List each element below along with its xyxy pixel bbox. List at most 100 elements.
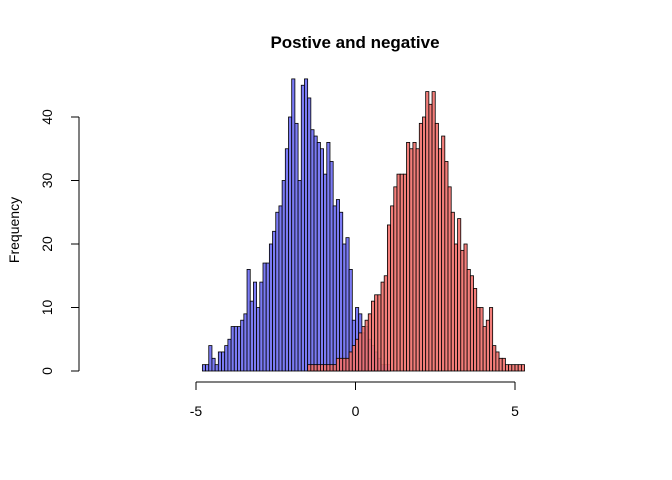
histogram-bar <box>224 345 229 372</box>
histogram-bar <box>342 357 347 372</box>
histogram-bar <box>412 141 417 372</box>
histogram-bar <box>320 364 325 372</box>
histogram-bar <box>316 364 321 372</box>
histogram-bar <box>415 148 420 372</box>
histogram-bar <box>205 364 210 372</box>
histogram-bar <box>469 275 474 372</box>
histogram-bar <box>265 262 270 372</box>
y-axis: 0 10 20 30 40 <box>39 109 80 375</box>
histogram-bar <box>501 357 506 372</box>
y-tick-label: 20 <box>39 236 55 252</box>
histogram-bar <box>345 237 350 372</box>
histogram-bar <box>511 364 516 372</box>
x-tick-label: -5 <box>190 403 203 419</box>
y-axis-label: Frequency <box>6 197 22 263</box>
histogram-bar <box>422 116 427 372</box>
histogram-bar <box>272 230 277 372</box>
histogram-bar <box>230 326 235 372</box>
histogram-bar <box>342 243 347 372</box>
histogram-bar <box>351 345 356 372</box>
histogram-bar <box>425 91 430 372</box>
histogram-bar <box>221 351 226 372</box>
histogram-bar <box>450 211 455 372</box>
histogram-bar <box>355 338 360 372</box>
histogram-bar <box>396 173 401 372</box>
histogram-bar <box>460 249 465 372</box>
histogram-bar <box>262 262 267 372</box>
histogram-bar <box>243 313 248 372</box>
histogram-bar <box>326 364 331 372</box>
histogram-bar <box>479 307 484 372</box>
histogram-bar <box>361 326 366 372</box>
histogram-bar <box>284 148 289 372</box>
y-tick-label: 30 <box>39 173 55 189</box>
histogram-bar <box>489 307 494 372</box>
histogram-bar <box>332 364 337 372</box>
histogram-bar <box>390 205 395 372</box>
chart-title: Postive and negative <box>270 33 439 52</box>
histogram-bar <box>428 103 433 372</box>
histogram-bar <box>383 275 388 372</box>
histogram-bar <box>377 294 382 372</box>
histogram-bar <box>345 357 350 372</box>
histogram-bar <box>406 141 411 372</box>
x-axis: -5 0 5 <box>190 381 519 419</box>
histogram-bar <box>329 364 334 372</box>
histogram-bar <box>466 268 471 372</box>
histogram-bar <box>297 180 302 372</box>
histogram-bar <box>259 281 264 372</box>
histogram-bar <box>402 173 407 372</box>
histogram-bar <box>473 288 478 372</box>
histogram-bar <box>399 173 404 372</box>
histogram-bar <box>278 205 283 372</box>
histogram-bar <box>431 91 436 372</box>
histogram-bar <box>409 148 414 372</box>
histogram-bar <box>256 307 261 372</box>
histogram-bar <box>281 180 286 372</box>
histogram-bar <box>339 357 344 372</box>
histogram-bar <box>268 243 273 372</box>
histogram-bar <box>323 364 328 372</box>
histogram-bar <box>300 84 305 372</box>
histogram-bar <box>438 148 443 372</box>
x-tick-label: 5 <box>511 403 519 419</box>
histogram-bar <box>447 186 452 372</box>
histogram-bar <box>310 129 315 372</box>
histogram-bar <box>217 351 222 372</box>
histogram-bar <box>310 364 315 372</box>
histogram-bar <box>444 161 449 372</box>
x-tick-label: 0 <box>352 403 360 419</box>
histogram-bar <box>371 300 376 372</box>
histogram-bar <box>240 319 245 372</box>
histogram-bar <box>457 218 462 372</box>
histogram-bar <box>237 326 242 372</box>
histogram-bar <box>329 161 334 372</box>
histogram-bar <box>211 357 216 372</box>
histogram-bar <box>380 281 385 372</box>
histogram-bar <box>214 364 219 372</box>
histogram-bar <box>441 135 446 372</box>
histogram-bar <box>364 319 369 372</box>
histogram-bar <box>492 345 497 372</box>
histogram-bar <box>508 364 513 372</box>
histogram-bar <box>358 332 363 372</box>
histogram-bar <box>498 357 503 372</box>
histogram-bar <box>339 211 344 372</box>
histogram-bar <box>249 300 254 372</box>
histogram-bar <box>482 326 487 372</box>
bars-layer <box>201 78 525 372</box>
histogram-bar <box>463 243 468 372</box>
histogram-bar <box>233 326 238 372</box>
histogram-bar <box>335 357 340 372</box>
series-1 <box>307 91 525 372</box>
histogram-bar <box>386 224 391 372</box>
histogram-bar <box>253 281 258 372</box>
histogram-bar <box>326 141 331 372</box>
histogram-bar <box>307 364 312 372</box>
histogram-bar <box>201 364 206 372</box>
histogram-bar <box>313 364 318 372</box>
histogram-bar <box>313 135 318 372</box>
y-tick-label: 10 <box>39 300 55 316</box>
histogram-bar <box>418 122 423 372</box>
histogram-bar <box>275 211 280 372</box>
